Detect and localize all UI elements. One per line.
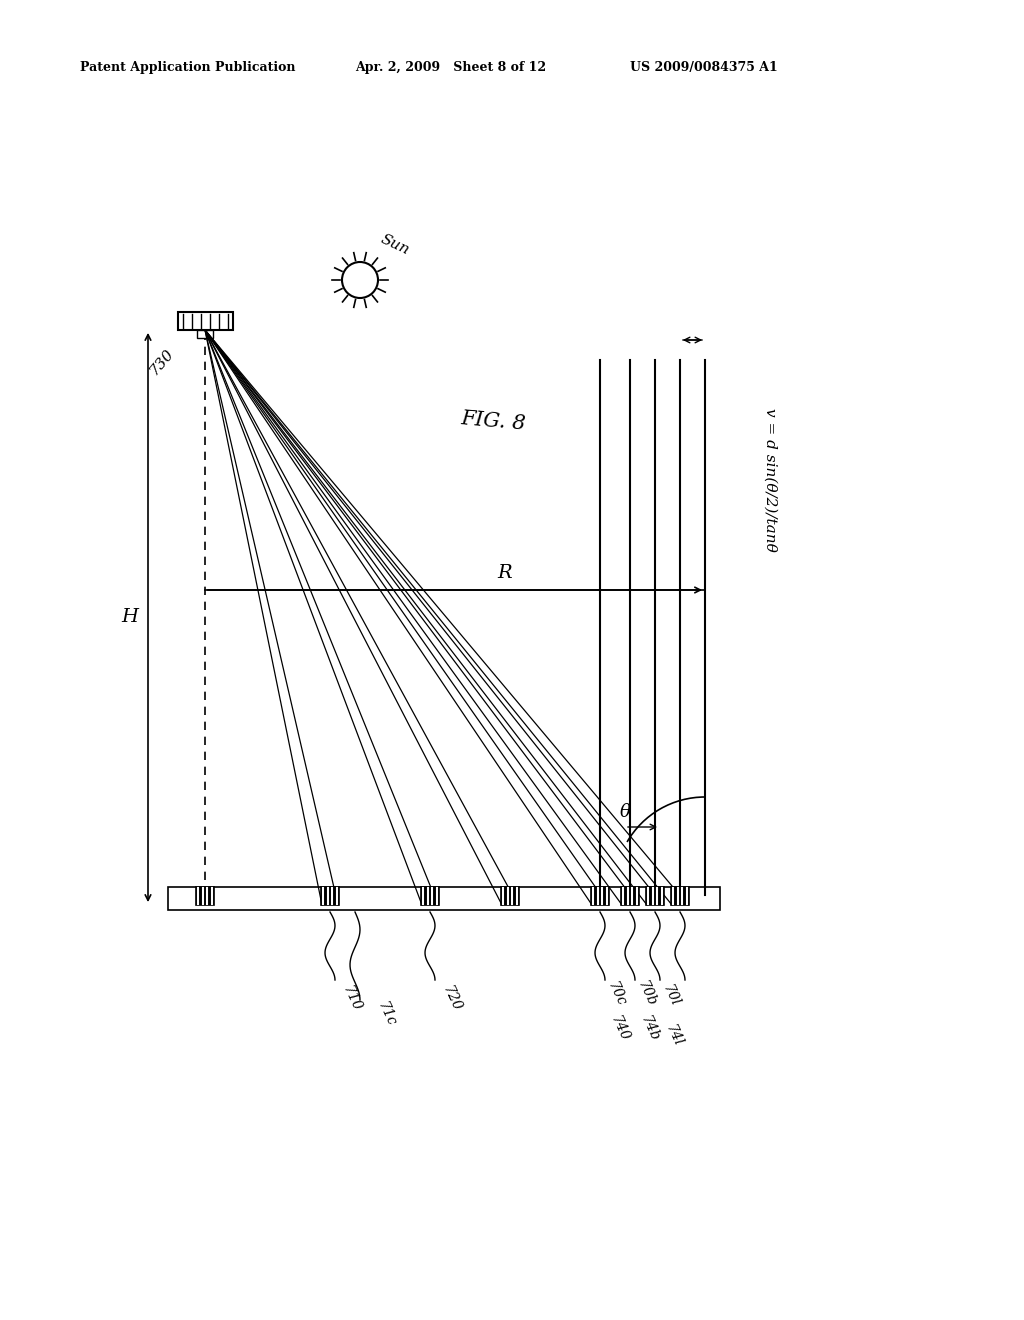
Text: R: R	[498, 564, 512, 582]
Text: 710: 710	[340, 983, 364, 1012]
Text: v = d sin(θ/2)/tanθ: v = d sin(θ/2)/tanθ	[763, 408, 777, 552]
Text: Sun: Sun	[378, 232, 412, 257]
Text: 74b: 74b	[638, 1012, 662, 1043]
Bar	[197, 330, 213, 338]
Bar	[621, 887, 639, 906]
Text: 70b: 70b	[635, 978, 658, 1008]
Bar	[421, 887, 439, 906]
Bar	[321, 887, 339, 906]
Bar	[501, 887, 519, 906]
Text: Patent Application Publication: Patent Application Publication	[80, 62, 296, 74]
Text: 730: 730	[147, 347, 176, 378]
Bar	[646, 887, 664, 906]
Text: 740: 740	[608, 1012, 632, 1043]
Text: 71c: 71c	[375, 999, 398, 1028]
Text: US 2009/0084375 A1: US 2009/0084375 A1	[630, 62, 778, 74]
Bar	[671, 887, 689, 906]
Bar	[591, 887, 609, 906]
Text: 70c: 70c	[605, 979, 629, 1008]
Bar	[168, 887, 720, 909]
Text: Apr. 2, 2009   Sheet 8 of 12: Apr. 2, 2009 Sheet 8 of 12	[355, 62, 546, 74]
Text: θ: θ	[620, 803, 631, 821]
Text: 70l: 70l	[660, 982, 682, 1008]
Bar	[177, 312, 232, 330]
Text: FIG. 8: FIG. 8	[460, 409, 526, 434]
Text: H: H	[122, 609, 138, 627]
Text: 74l: 74l	[663, 1022, 685, 1048]
Bar	[196, 887, 214, 906]
Text: 720: 720	[440, 983, 464, 1012]
